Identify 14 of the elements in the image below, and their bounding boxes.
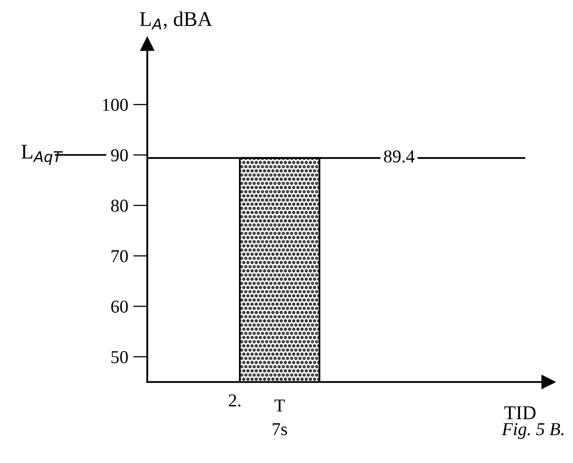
y-tick-label: 60	[111, 300, 128, 313]
y-tick-label: 100	[103, 98, 128, 111]
text: 2.	[228, 394, 240, 407]
y-tick-label: 90	[111, 149, 128, 162]
y-tick-label: 70	[112, 250, 128, 262]
y-tick-label: 80	[111, 200, 128, 212]
text: L$_{AqT}$	[21, 144, 63, 165]
caption: Fig. 5 B.	[502, 423, 564, 439]
y-axis-title: L$_{A}$, dBA	[140, 11, 212, 30]
ref-line-label: 89.4	[384, 150, 415, 163]
y-tick-label: 50	[112, 351, 128, 364]
text: 7s	[272, 423, 288, 436]
text: T	[274, 400, 285, 412]
x-axis-title: TID	[504, 406, 536, 420]
